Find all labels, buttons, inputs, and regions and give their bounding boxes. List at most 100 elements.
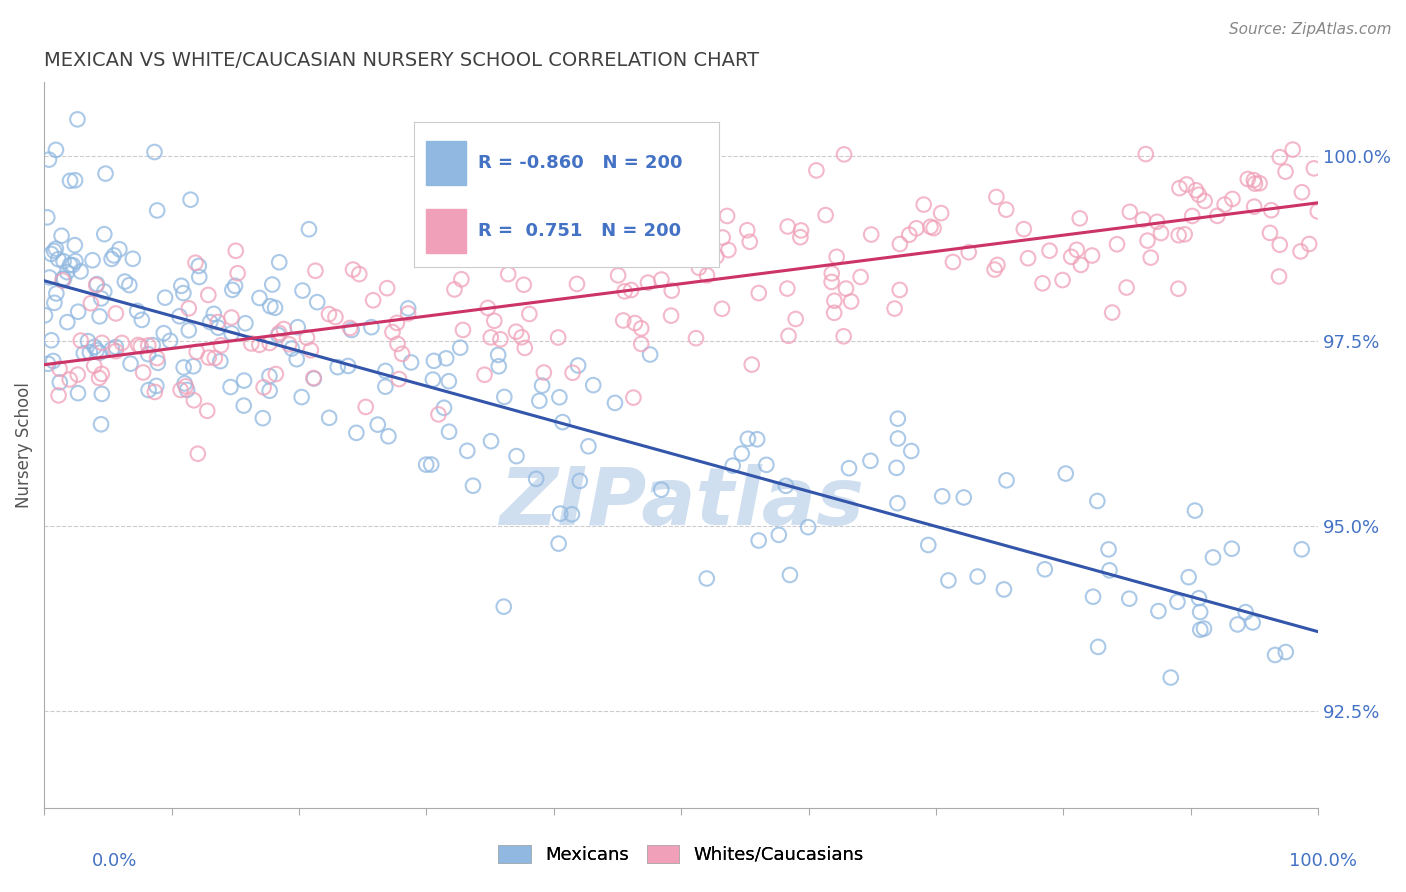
Point: [721, 458, 744, 473]
Point: [1220, 541, 1243, 556]
Point: [90, 367, 112, 381]
Point: [574, 223, 596, 237]
Point: [832, 147, 855, 161]
Point: [252, 411, 274, 425]
Point: [1185, 183, 1208, 197]
Point: [661, 284, 683, 298]
Point: [835, 281, 858, 295]
Point: [685, 331, 707, 345]
Point: [67, 304, 90, 318]
Point: [1234, 605, 1257, 619]
Point: [396, 301, 419, 316]
Point: [711, 230, 734, 244]
Point: [561, 366, 583, 380]
Point: [1031, 277, 1053, 291]
Point: [121, 252, 143, 266]
Point: [337, 359, 360, 373]
Point: [44, 295, 66, 310]
Point: [87, 371, 110, 385]
Point: [132, 366, 155, 380]
Point: [797, 520, 820, 534]
Point: [281, 342, 304, 356]
Point: [299, 343, 322, 358]
Point: [259, 335, 281, 350]
Point: [778, 328, 800, 343]
Point: [437, 425, 460, 439]
Point: [538, 189, 561, 203]
Point: [1298, 237, 1320, 252]
Point: [1081, 248, 1104, 262]
Point: [66, 386, 89, 401]
Point: [90, 387, 112, 401]
Point: [983, 262, 1005, 277]
Point: [48, 361, 70, 376]
Point: [361, 293, 384, 308]
Point: [1302, 161, 1324, 176]
Point: [307, 295, 329, 310]
Point: [37, 357, 59, 371]
Point: [93, 227, 115, 242]
Point: [225, 244, 247, 258]
Point: [169, 310, 191, 324]
Point: [1268, 269, 1291, 284]
Point: [80, 296, 103, 310]
Point: [706, 249, 728, 263]
Point: [219, 380, 242, 394]
Point: [510, 330, 533, 344]
Point: [52, 271, 75, 285]
Point: [443, 282, 465, 296]
Point: [34, 308, 56, 322]
Point: [922, 221, 945, 235]
Point: [488, 359, 510, 374]
Point: [183, 393, 205, 408]
Point: [114, 275, 136, 289]
Point: [607, 268, 630, 283]
Point: [84, 278, 107, 293]
Point: [285, 352, 308, 367]
Point: [1306, 204, 1329, 219]
Point: [146, 203, 169, 218]
Point: [1052, 273, 1074, 287]
Point: [789, 230, 811, 244]
Point: [741, 358, 763, 372]
Point: [486, 348, 509, 362]
Point: [1054, 467, 1077, 481]
Point: [434, 351, 457, 366]
Point: [177, 301, 200, 316]
Point: [437, 374, 460, 388]
Point: [82, 253, 104, 268]
Point: [898, 227, 921, 242]
Point: [86, 343, 108, 357]
Point: [291, 284, 314, 298]
Point: [931, 489, 953, 503]
Point: [1226, 617, 1249, 632]
Point: [195, 404, 218, 418]
Point: [93, 285, 115, 299]
Point: [565, 277, 588, 291]
Point: [748, 533, 770, 548]
Point: [259, 299, 281, 313]
Point: [1038, 244, 1060, 258]
Point: [1188, 187, 1211, 202]
Point: [138, 383, 160, 397]
Point: [180, 193, 202, 207]
Point: [479, 434, 502, 449]
Point: [966, 569, 988, 583]
Point: [883, 301, 905, 316]
Point: [278, 337, 301, 351]
Point: [1189, 623, 1212, 637]
Point: [269, 326, 291, 340]
Point: [104, 306, 127, 320]
Point: [637, 276, 659, 290]
Point: [920, 219, 942, 234]
Point: [790, 223, 813, 237]
Point: [224, 278, 246, 293]
Point: [917, 538, 939, 552]
Point: [38, 153, 60, 167]
Point: [938, 574, 960, 588]
Point: [69, 264, 91, 278]
Point: [1268, 237, 1291, 252]
Point: [929, 206, 952, 220]
Point: [79, 345, 101, 359]
Point: [1167, 228, 1189, 243]
